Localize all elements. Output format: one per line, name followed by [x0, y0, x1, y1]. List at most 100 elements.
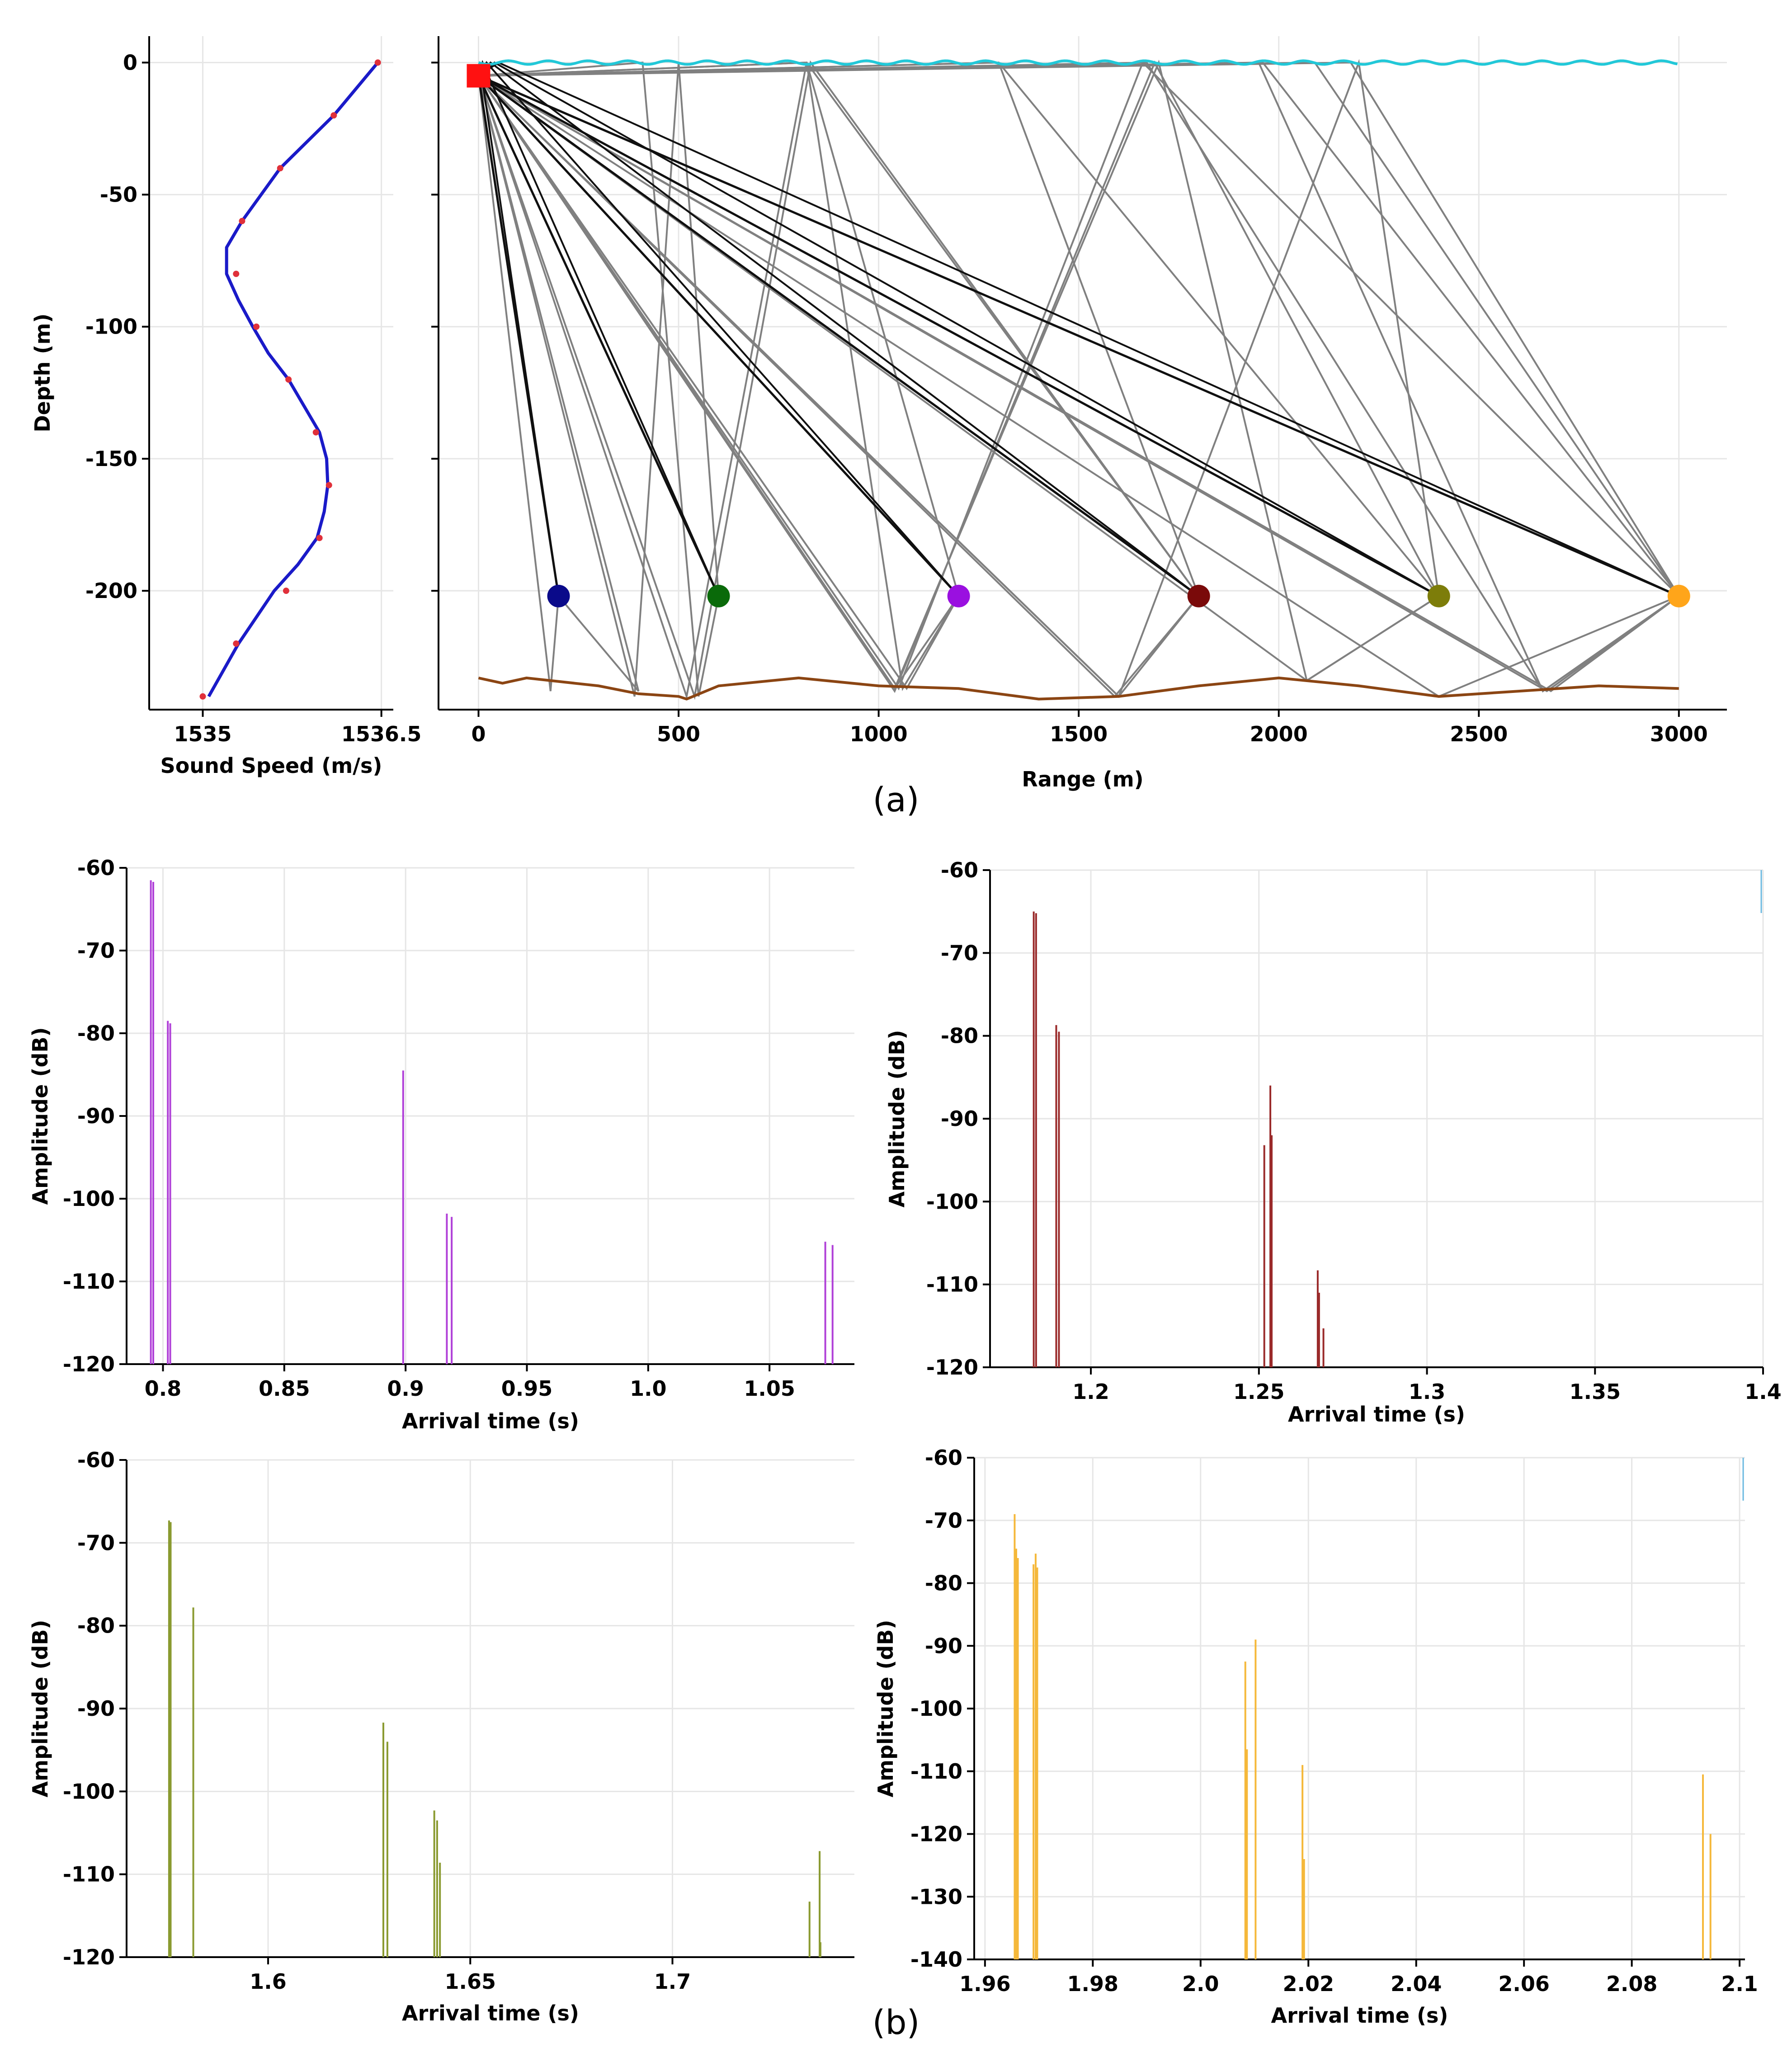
ray-path-multipath — [477, 62, 720, 697]
ray-path-multipath — [478, 61, 1200, 597]
x-tick-label: 0.95 — [501, 1376, 553, 1401]
x-tick-label: 1.3 — [1409, 1379, 1446, 1404]
x-tick-label: 2.08 — [1606, 1972, 1658, 1996]
x-tick-label: 2500 — [1450, 722, 1508, 746]
y-tick-label: -90 — [77, 1104, 115, 1128]
y-tick-label: -60 — [77, 856, 115, 880]
x-tick-label: 0.8 — [145, 1376, 182, 1401]
ray-path-direct — [477, 75, 560, 597]
ssp-sample-point — [277, 165, 283, 172]
y-tick-label: -80 — [925, 1571, 962, 1596]
ssp-sample-point — [199, 693, 206, 700]
ssp-sample-point — [316, 535, 323, 541]
x-axis-title: Range (m) — [1022, 767, 1143, 791]
y-tick-label: -100 — [926, 1189, 978, 1214]
ray-path-multipath — [478, 59, 1440, 698]
ray-path-multipath — [478, 61, 1679, 693]
x-tick-label: 2.1 — [1721, 1972, 1758, 1996]
y-tick-label: -90 — [925, 1634, 962, 1658]
ray-path-multipath — [477, 61, 1680, 691]
x-tick-label: 1536.5 — [341, 722, 422, 746]
y-tick-label: -90 — [77, 1696, 115, 1721]
ray-path-surface-reflected — [477, 61, 960, 597]
y-tick-label: -50 — [100, 183, 137, 207]
x-axis-title: Arrival time (s) — [1271, 2003, 1448, 2028]
y-tick-label: -100 — [63, 1779, 115, 1803]
ray-path-multipath — [478, 61, 720, 697]
x-tick-label: 1000 — [850, 722, 908, 746]
ssp-sample-point — [374, 59, 381, 66]
receiver-marker-4 — [1187, 584, 1210, 607]
x-tick-label: 500 — [657, 722, 700, 746]
ray-path-multipath — [477, 75, 640, 692]
arrival-chart-receiver-3: 0.8 0.85 0.9 0.95 1.0 1.05 -60 -70 -80 -90 -100 -11… — [28, 856, 854, 1433]
x-tick-label: 1.4 — [1745, 1379, 1782, 1404]
x-axis-title: Arrival time (s) — [402, 1409, 579, 1433]
ray-path-multipath — [477, 75, 960, 691]
ray-path-multipath — [477, 60, 1200, 700]
ray-path-direct — [478, 75, 1679, 597]
y-tick-label: -150 — [85, 447, 137, 471]
ssp-sample-point — [239, 218, 245, 225]
x-tick-label: 1.7 — [654, 1969, 691, 1994]
x-tick-label: 0 — [472, 722, 486, 746]
source-marker — [467, 64, 490, 88]
sound-speed-curve — [207, 61, 379, 697]
arrival-chart-receiver-6: 1.96 1.98 2.0 2.02 2.04 2.06 2.08 2.1 -60 -70 -80 -… — [873, 1445, 1758, 2028]
x-tick-label: 2.06 — [1498, 1972, 1550, 1996]
receiver-marker-6 — [1667, 584, 1690, 607]
ssp-sample-point — [233, 270, 240, 277]
ssp-sample-point — [312, 429, 319, 436]
x-tick-label: 1.65 — [445, 1969, 496, 1994]
y-axis-title: Depth (m) — [30, 313, 55, 432]
y-tick-label: -70 — [77, 1530, 115, 1555]
ssp-sample-point — [253, 323, 260, 330]
arrival-chart-receiver-5: 1.6 1.65 1.7 -60 -70 -80 -90 -100 -110 -120 Arriva… — [28, 1448, 854, 2025]
y-tick-label: -200 — [85, 579, 137, 603]
sound-speed-profile-chart: 1535 1536.5 0 -50 -100 -150 -200 Sound Speed (m… — [30, 36, 421, 778]
y-tick-label: -100 — [63, 1186, 115, 1211]
y-tick-label: -70 — [925, 1508, 962, 1533]
y-tick-label: -110 — [63, 1269, 115, 1294]
x-axis-title: Sound Speed (m/s) — [160, 753, 382, 778]
x-tick-label: 2.02 — [1283, 1972, 1334, 1996]
ssp-sample-point — [283, 588, 289, 594]
y-tick-label: -60 — [941, 858, 978, 882]
ssp-sample-point — [285, 376, 292, 383]
y-tick-label: -80 — [77, 1614, 115, 1638]
y-tick-label: -80 — [77, 1021, 115, 1045]
y-tick-label: -100 — [85, 315, 137, 339]
y-axis-title: Amplitude (dB) — [885, 1030, 909, 1208]
arrival-chart-receiver-4: 1.2 1.25 1.3 1.35 1.4 -60 -70 -80 -90 -100 -110 -12… — [885, 858, 1782, 1427]
x-tick-label: 0.85 — [259, 1376, 310, 1401]
ray-path-direct — [478, 75, 1439, 597]
receiver-marker-2 — [707, 584, 730, 607]
ray-trace-chart: 0 500 1000 1500 2000 2500 3000 Range (m) — [431, 36, 1727, 791]
y-tick-label: -120 — [926, 1355, 978, 1379]
ray-path-direct — [477, 75, 960, 597]
receiver-marker-5 — [1427, 584, 1450, 607]
y-tick-label: -70 — [77, 938, 115, 963]
x-tick-label: 1.25 — [1233, 1379, 1285, 1404]
y-tick-label: -60 — [77, 1448, 115, 1472]
x-tick-label: 3000 — [1650, 722, 1708, 746]
y-axis-title: Amplitude (dB) — [28, 1620, 52, 1798]
y-tick-label: -70 — [941, 941, 978, 965]
y-axis-title: Amplitude (dB) — [28, 1027, 52, 1205]
x-tick-label: 1.96 — [959, 1972, 1011, 1996]
x-tick-label: 1500 — [1050, 722, 1108, 746]
x-tick-label: 1.35 — [1570, 1379, 1621, 1404]
y-tick-label: -140 — [910, 1947, 962, 1972]
y-tick-label: -90 — [941, 1106, 978, 1131]
y-tick-label: -120 — [63, 1945, 115, 1969]
caption-b: (b) — [872, 2003, 920, 2042]
x-tick-label: 1.98 — [1067, 1972, 1119, 1996]
y-tick-label: -100 — [910, 1696, 962, 1721]
ray-path-multipath — [477, 62, 960, 700]
y-axis-title: Amplitude (dB) — [873, 1620, 898, 1798]
y-tick-label: -60 — [925, 1445, 962, 1470]
ray-path-direct — [478, 75, 1200, 597]
x-tick-label: 1.0 — [630, 1376, 667, 1401]
caption-a: (a) — [872, 781, 919, 819]
